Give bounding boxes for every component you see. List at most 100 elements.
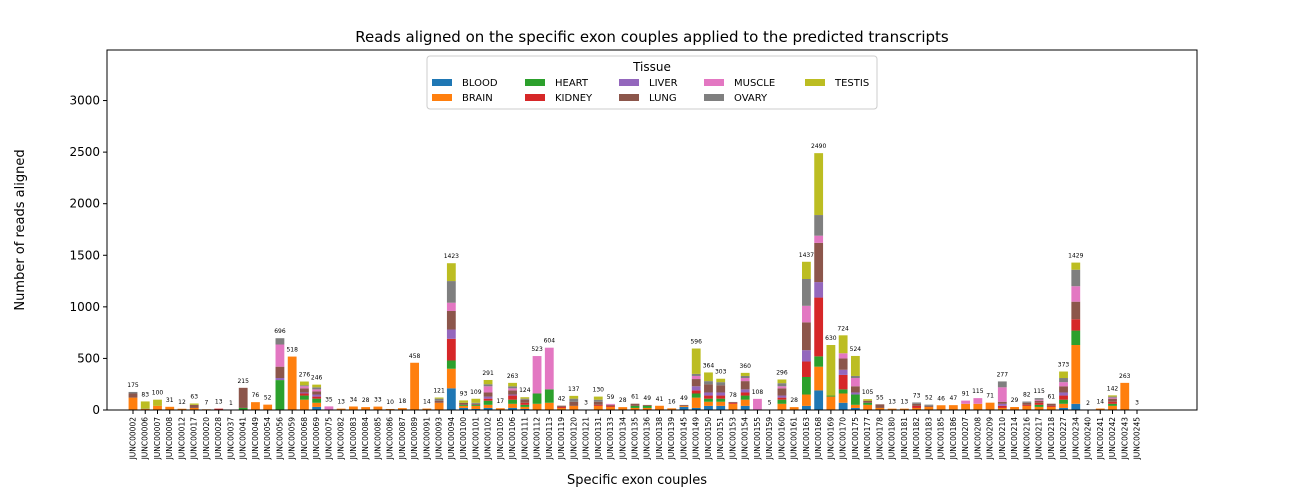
- total-label: 28: [790, 397, 798, 404]
- bar-segment: [287, 356, 297, 410]
- total-label: 1423: [444, 253, 459, 260]
- x-tick-label: JUNC00175: [851, 417, 860, 461]
- x-tick-label: JUNC00093: [435, 417, 444, 461]
- x-tick-label: JUNC00084: [361, 417, 370, 461]
- total-label: 2: [1086, 400, 1090, 407]
- bar-segment: [850, 355, 860, 376]
- bar-segment: [606, 406, 615, 410]
- bar-segment: [1034, 400, 1044, 403]
- bar-segment: [973, 403, 983, 410]
- bar-segment: [912, 405, 922, 408]
- bar-segment: [691, 397, 701, 408]
- total-label: 34: [350, 396, 358, 403]
- bar-segment: [728, 402, 738, 404]
- bar-segment: [630, 403, 640, 406]
- bar-segment: [1059, 382, 1068, 387]
- bar-segment: [936, 405, 946, 410]
- bar-segment: [140, 401, 150, 409]
- bar-segment: [850, 407, 860, 410]
- bar-segment: [642, 404, 652, 406]
- bar-segment: [263, 404, 273, 410]
- total-label: 124: [519, 387, 531, 394]
- x-tick-label: JUNC00243: [1120, 417, 1129, 461]
- total-label: 108: [752, 389, 764, 396]
- bar-segment: [508, 395, 517, 400]
- bar-segment: [544, 389, 554, 403]
- bar-segment: [544, 402, 554, 410]
- bar-segment: [1071, 330, 1081, 346]
- bar-segment: [1034, 404, 1044, 407]
- total-label: 3: [1135, 400, 1139, 407]
- bar-segment: [716, 382, 726, 386]
- bar-segment: [838, 353, 848, 359]
- bar-segment: [961, 400, 970, 404]
- bar-segment: [618, 407, 628, 410]
- bar-segment: [924, 405, 934, 407]
- total-label: 518: [286, 347, 298, 354]
- bar-segment: [312, 391, 322, 395]
- total-label: 296: [776, 369, 788, 376]
- x-tick-label: JUNC00153: [728, 417, 737, 461]
- total-label: 276: [299, 372, 311, 379]
- bar-segment: [446, 388, 456, 410]
- bar-segment: [826, 396, 836, 410]
- bar-segment: [997, 401, 1007, 404]
- bar-segment: [312, 406, 322, 410]
- bar-segment: [814, 366, 824, 391]
- total-label: 7: [205, 399, 209, 406]
- bar-segment: [532, 356, 542, 394]
- bar-segment: [557, 406, 566, 408]
- legend-swatch: [619, 94, 639, 101]
- total-label: 12: [178, 399, 186, 406]
- bar-segment: [471, 402, 481, 404]
- bar-segment: [838, 335, 848, 354]
- legend-swatch: [432, 94, 452, 101]
- bar-segment: [1046, 405, 1056, 407]
- x-tick-label: JUNC00242: [1108, 417, 1117, 461]
- bar-segment: [483, 398, 493, 401]
- bar-segment: [569, 395, 579, 399]
- x-tick-label: JUNC00054: [263, 417, 272, 461]
- total-label: 175: [127, 382, 139, 389]
- bar-segment: [189, 404, 199, 408]
- x-tick-label: JUNC00075: [324, 417, 333, 461]
- x-tick-label: JUNC00178: [875, 417, 884, 461]
- x-tick-label: JUNC00059: [288, 417, 297, 461]
- bar-segment: [1022, 405, 1032, 410]
- bar-segment: [471, 405, 481, 409]
- bar-segment: [912, 402, 922, 404]
- x-tick-label: JUNC00170: [839, 417, 848, 461]
- total-label: 360: [739, 363, 751, 370]
- bar-segment: [716, 392, 726, 396]
- bar-segment: [997, 405, 1007, 408]
- total-label: 93: [460, 390, 468, 397]
- bar-segment: [520, 404, 530, 407]
- bar-segment: [459, 402, 468, 405]
- bar-segment: [716, 385, 726, 393]
- x-tick-label: JUNC00169: [826, 417, 835, 461]
- bar-segment: [679, 405, 689, 407]
- bar-segment: [716, 395, 726, 399]
- bar-segment: [802, 278, 811, 306]
- total-label: 29: [1011, 397, 1019, 404]
- bar-segment: [312, 398, 322, 403]
- total-label: 10: [386, 399, 394, 406]
- total-label: 5: [768, 399, 772, 406]
- x-tick-label: JUNC00138: [655, 417, 664, 461]
- bar-segment: [312, 402, 322, 407]
- bar-segment: [508, 382, 517, 387]
- total-label: 73: [913, 392, 921, 399]
- total-label: 630: [825, 335, 837, 342]
- bar-segment: [1059, 395, 1068, 400]
- total-label: 49: [643, 395, 651, 402]
- x-tick-label: JUNC00008: [165, 417, 174, 461]
- bar-segment: [740, 381, 750, 390]
- bar-segment: [165, 406, 175, 410]
- bar-segment: [593, 404, 603, 406]
- x-tick-label: JUNC00217: [1035, 417, 1044, 461]
- bar-segment: [997, 381, 1007, 388]
- total-label: 14: [1096, 399, 1104, 406]
- bar-segment: [1022, 402, 1032, 405]
- bar-segment: [716, 378, 726, 383]
